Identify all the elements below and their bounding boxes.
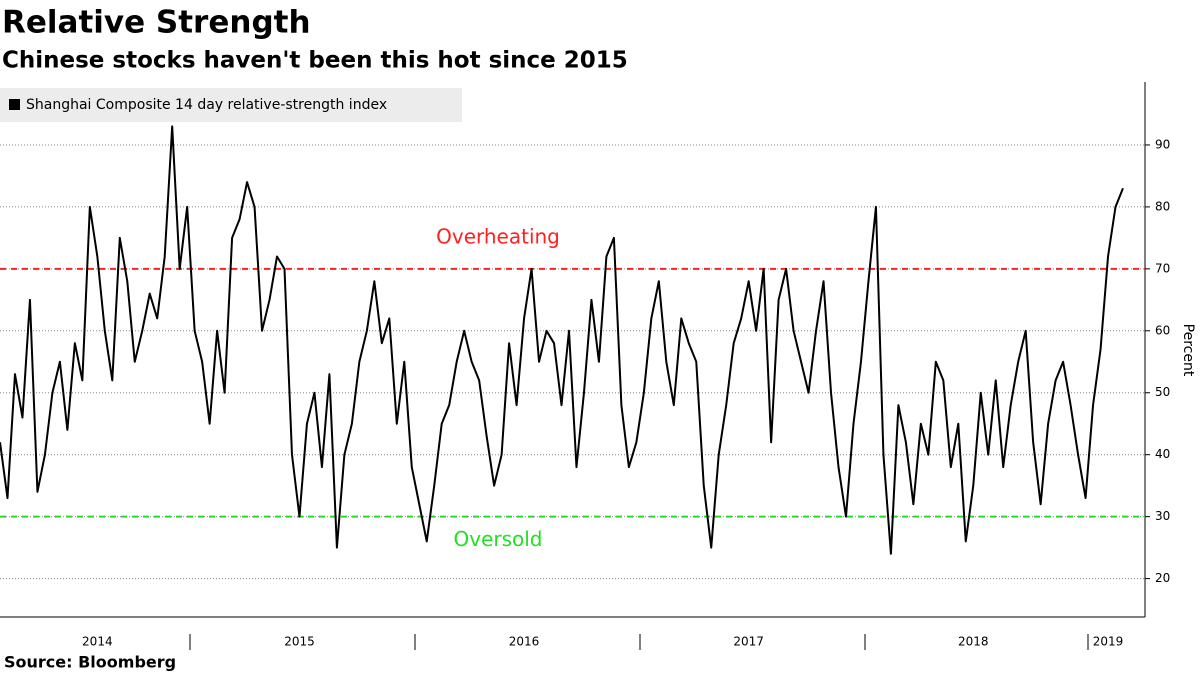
x-tick-label: 2019 <box>1093 635 1124 649</box>
x-tick-label: 2017 <box>733 635 764 649</box>
y-tick-label: 40 <box>1155 447 1170 461</box>
legend-box <box>0 88 462 122</box>
y-tick-label: 60 <box>1155 323 1170 337</box>
chart-title: Relative Strength <box>2 5 311 41</box>
y-tick-label: 20 <box>1155 571 1170 585</box>
legend-label: Shanghai Composite 14 day relative-stren… <box>26 97 387 113</box>
x-tick-label: 2018 <box>958 635 989 649</box>
x-tick-label: 2015 <box>284 635 315 649</box>
source: Source: Bloomberg <box>4 653 176 672</box>
y-tick-label: 50 <box>1155 385 1170 399</box>
reference-label: Oversold <box>453 527 542 551</box>
x-tick-label: 2014 <box>82 635 113 649</box>
legend-swatch <box>9 99 20 110</box>
y-tick-label: 80 <box>1155 199 1170 213</box>
year-separators <box>189 634 1089 650</box>
y-tick-label: 70 <box>1155 261 1170 275</box>
y-axis-label: Percent <box>1180 324 1196 377</box>
x-tick-label: 2016 <box>509 635 540 649</box>
grid: 20 30 40 50 60 70 80 90 2014 2015 2016 2017 2018 2019 <box>0 137 1170 649</box>
y-tick-label: 30 <box>1155 509 1170 523</box>
line-series <box>0 125 1124 555</box>
plot <box>0 125 1124 555</box>
reference-label: Overheating <box>436 224 560 248</box>
chart-subtitle: Chinese stocks haven't been this hot sin… <box>2 48 628 74</box>
y-tick-label: 90 <box>1155 137 1170 151</box>
